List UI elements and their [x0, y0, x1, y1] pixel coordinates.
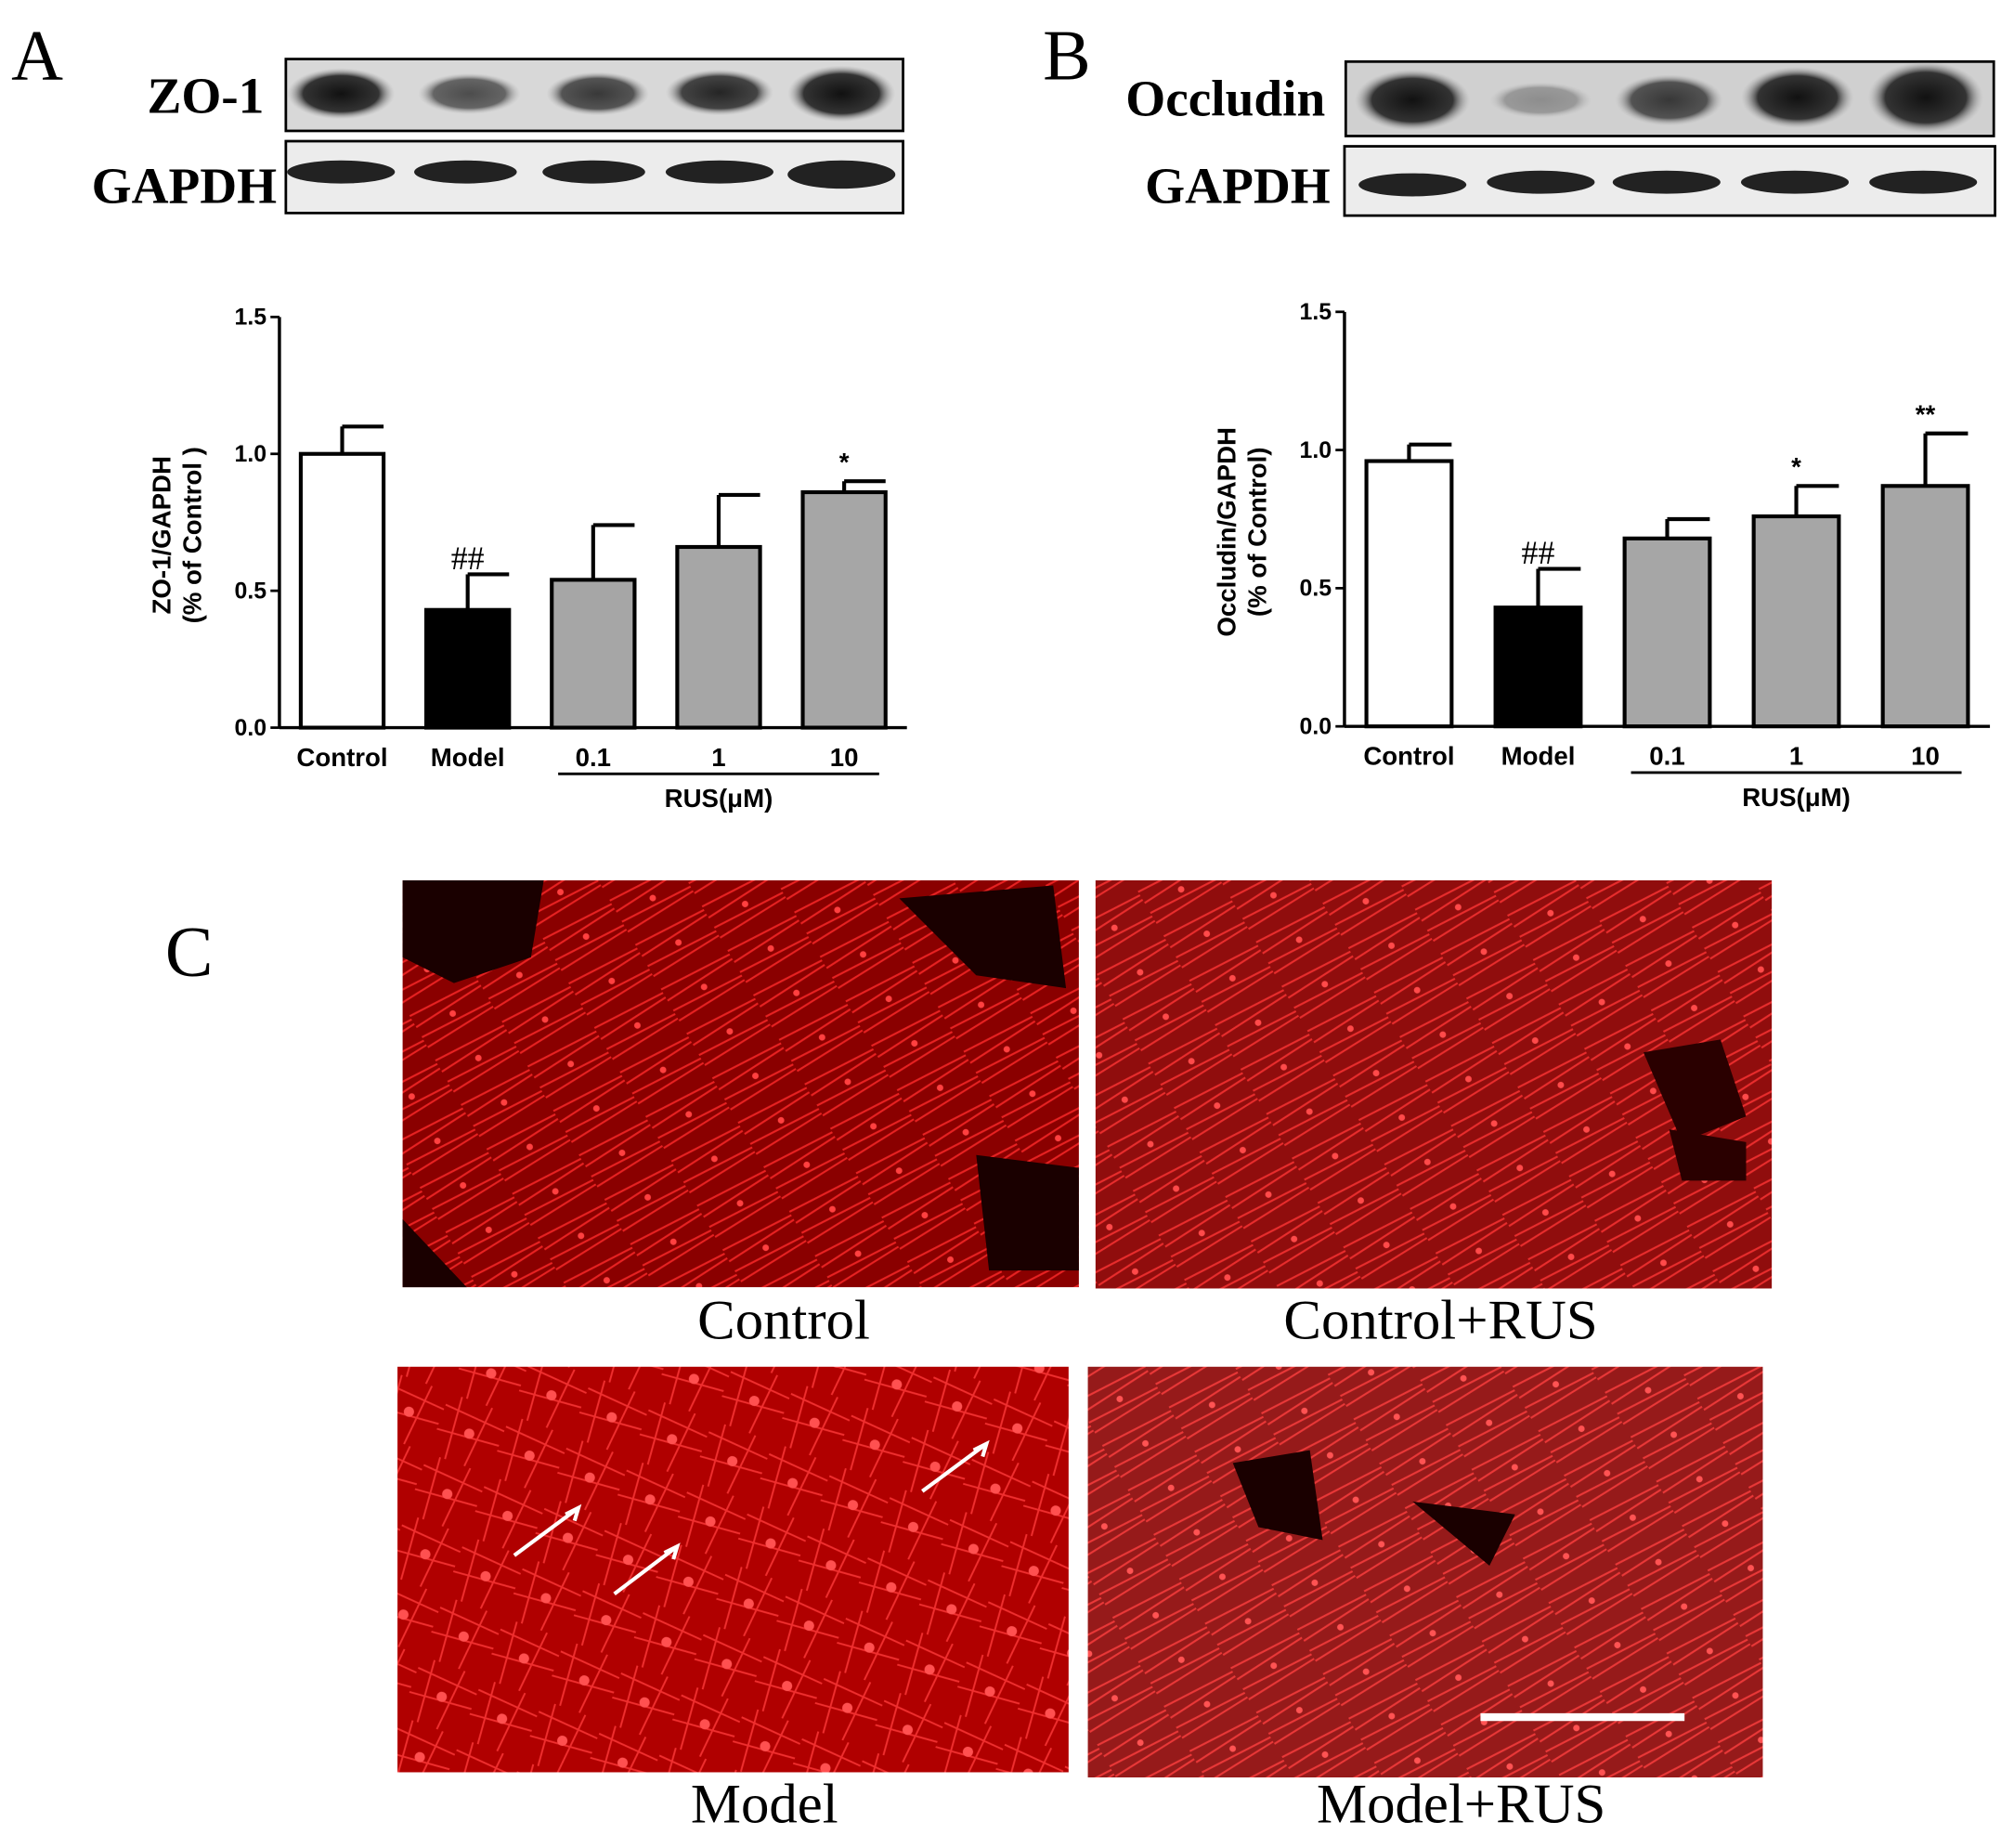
blot-label: Occludin: [1125, 70, 1325, 126]
bar: [1364, 459, 1454, 729]
bar: [423, 607, 512, 730]
y-tick-label: 1.0: [235, 441, 267, 467]
bar: [1751, 514, 1841, 729]
y-tick-label: 0.0: [235, 715, 267, 741]
x-tick-label: 1: [711, 743, 725, 772]
x-tick-label: Control: [296, 743, 387, 772]
y-tick-label: 1.5: [235, 305, 267, 331]
panel-label: C: [165, 911, 214, 991]
x-tick-label: Model: [431, 743, 505, 772]
y-tick-label: 1.0: [1300, 437, 1332, 463]
blot: [284, 139, 904, 215]
y-tick-label: 0.0: [1300, 713, 1332, 739]
blot-label: ZO-1: [147, 68, 264, 124]
x-tick-label: Control: [1363, 742, 1454, 771]
y-tick-label: 0.5: [235, 578, 267, 604]
blot: [1343, 145, 1996, 217]
x-tick-label: 1: [1789, 742, 1803, 771]
image-caption: Control+RUS: [1283, 1289, 1597, 1351]
y-axis-label: Occludin/GAPDH (% of Control): [1212, 427, 1271, 637]
x-tick-label: 10: [830, 743, 859, 772]
micrograph: [402, 880, 1079, 1288]
group-label: RUS(μM): [1742, 783, 1851, 812]
x-tick-label: 0.1: [576, 743, 611, 772]
blot-label: GAPDH: [1145, 157, 1331, 214]
annotation: **: [1916, 400, 1936, 429]
image-caption: Model: [691, 1773, 838, 1835]
bar: [1493, 605, 1583, 729]
y-tick-label: 1.5: [1300, 299, 1332, 325]
micrograph: [1087, 1366, 1763, 1777]
annotation: ##: [451, 540, 485, 577]
blot: [1344, 59, 1995, 137]
panel-label: A: [11, 16, 63, 96]
x-tick-label: 0.1: [1649, 742, 1684, 771]
bar: [298, 451, 386, 730]
bar: [1880, 484, 1970, 729]
bar: [550, 578, 637, 730]
panel-label: B: [1043, 16, 1091, 96]
annotation: ##: [1522, 534, 1555, 571]
group-label: RUS(μM): [665, 784, 773, 813]
blot-label: GAPDH: [92, 157, 278, 214]
micrograph: [397, 1366, 1069, 1773]
y-axis-label-line: (% of Control ): [178, 447, 207, 623]
x-tick-label: 10: [1911, 742, 1940, 771]
bar-chart: 0.0 0.5 1.0 1.5 ZO-1/GAPDH (% of Control ) Con…: [147, 305, 907, 813]
micrograph: [1095, 880, 1773, 1289]
annotation: *: [1791, 452, 1801, 481]
y-tick-label: 0.5: [1300, 576, 1332, 602]
bar: [800, 489, 888, 730]
x-tick-label: Model: [1501, 742, 1576, 771]
image-caption: Control: [697, 1289, 870, 1351]
bar-chart: 0.0 0.5 1.0 1.5 Occludin/GAPDH (% of Control)…: [1212, 299, 1991, 812]
bar: [675, 544, 762, 730]
y-axis-label: ZO-1/GAPDH (% of Control ): [147, 447, 206, 623]
y-axis-label-line: (% of Control): [1243, 448, 1272, 618]
blot: [284, 58, 904, 133]
bar: [1622, 536, 1712, 729]
annotation: *: [839, 448, 850, 476]
y-axis-label-line: Occludin/GAPDH: [1212, 427, 1241, 637]
image-caption: Model+RUS: [1317, 1773, 1605, 1835]
y-axis-label-line: ZO-1/GAPDH: [147, 456, 175, 614]
